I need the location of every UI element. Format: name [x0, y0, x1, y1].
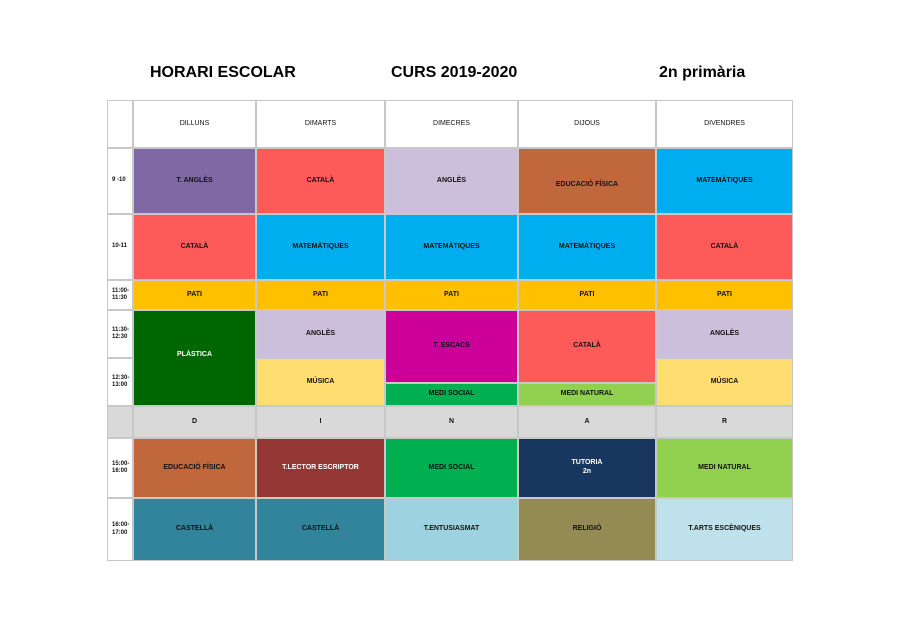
class-thursday-1: EDUCACIÓ FÍSICA [518, 148, 656, 214]
time-slot-3: 11:00- 11:30 [107, 280, 133, 310]
lunch-wednesday: N [385, 406, 518, 438]
header-title-right: 2n primària [659, 64, 746, 81]
class-tuesday-4: ANGLÈS [256, 310, 385, 358]
class-monday-6: EDUCACIÓ FÍSICA [133, 438, 256, 498]
header-title-left: HORARI ESCOLAR [150, 64, 296, 81]
time-slot-1: 9 -10 [107, 148, 133, 214]
class-wednesday-7: T.ENTUSIASMAT [385, 498, 518, 561]
class-tuesday-1: CATALÀ [256, 148, 385, 214]
class-tuesday-7: CASTELLÀ [256, 498, 385, 561]
class-wednesday-5: MEDI SOCIAL [385, 383, 518, 406]
class-thursday-6-line1: TUTORIA [571, 459, 603, 467]
time-slot-4: 11:30- 12:30 [107, 310, 133, 358]
class-friday-6: MEDI NATURAL [656, 438, 793, 498]
class-wednesday-6: MEDI SOCIAL [385, 438, 518, 498]
time-slot-7: 16:00- 17:00 [107, 498, 133, 561]
class-friday-5: MÚSICA [656, 358, 793, 406]
class-friday-2: CATALÀ [656, 214, 793, 280]
lunch-monday: D [133, 406, 256, 438]
class-monday-2: CATALÀ [133, 214, 256, 280]
class-friday-1: MATEMÀTIQUES [656, 148, 793, 214]
header-title-center: CURS 2019-2020 [391, 64, 518, 81]
class-monday-4: PLÀSTICA [133, 310, 256, 406]
class-monday-7: CASTELLÀ [133, 498, 256, 561]
day-header-wednesday: DIMECRES [385, 100, 518, 148]
break-wednesday: PATI [385, 280, 518, 310]
time-slot-2: 10-11 [107, 214, 133, 280]
class-monday-1: T. ANGLÈS [133, 148, 256, 214]
day-header-thursday: DIJOUS [518, 100, 656, 148]
day-header-friday: DIVENDRES [656, 100, 793, 148]
class-friday-4: ANGLÈS [656, 310, 793, 358]
day-header-tuesday: DIMARTS [256, 100, 385, 148]
class-friday-7: T.ARTS ESCÈNIQUES [656, 498, 793, 561]
class-thursday-7: RELIGIÓ [518, 498, 656, 561]
break-thursday: PATI [518, 280, 656, 310]
corner-cell [107, 100, 133, 148]
break-monday: PATI [133, 280, 256, 310]
class-thursday-6-line2: 2n [582, 468, 592, 475]
class-wednesday-1: ANGLÈS [385, 148, 518, 214]
schedule-table: DILLUNS DIMARTS DIMECRES DIJOUS DIVENDRE… [107, 100, 793, 561]
class-thursday-4: CATALÀ [518, 310, 656, 383]
time-slot-6: 15:00- 16:00 [107, 438, 133, 498]
lunch-friday: R [656, 406, 793, 438]
class-thursday-2: MATEMÀTIQUES [518, 214, 656, 280]
break-tuesday: PATI [256, 280, 385, 310]
lunch-time-cell [107, 406, 133, 438]
day-header-monday: DILLUNS [133, 100, 256, 148]
class-thursday-6: TUTORIA 2n [518, 438, 656, 498]
lunch-thursday: A [518, 406, 656, 438]
class-thursday-5: MEDI NATURAL [518, 383, 656, 406]
break-friday: PATI [656, 280, 793, 310]
time-slot-5: 12:30- 13:00 [107, 358, 133, 406]
class-tuesday-2: MATEMÀTIQUES [256, 214, 385, 280]
lunch-tuesday: I [256, 406, 385, 438]
class-tuesday-6: T.LECTOR ESCRIPTOR [256, 438, 385, 498]
class-wednesday-4: T. ESCACS [385, 310, 518, 383]
class-tuesday-5: MÚSICA [256, 358, 385, 406]
class-wednesday-2: MATEMÀTIQUES [385, 214, 518, 280]
